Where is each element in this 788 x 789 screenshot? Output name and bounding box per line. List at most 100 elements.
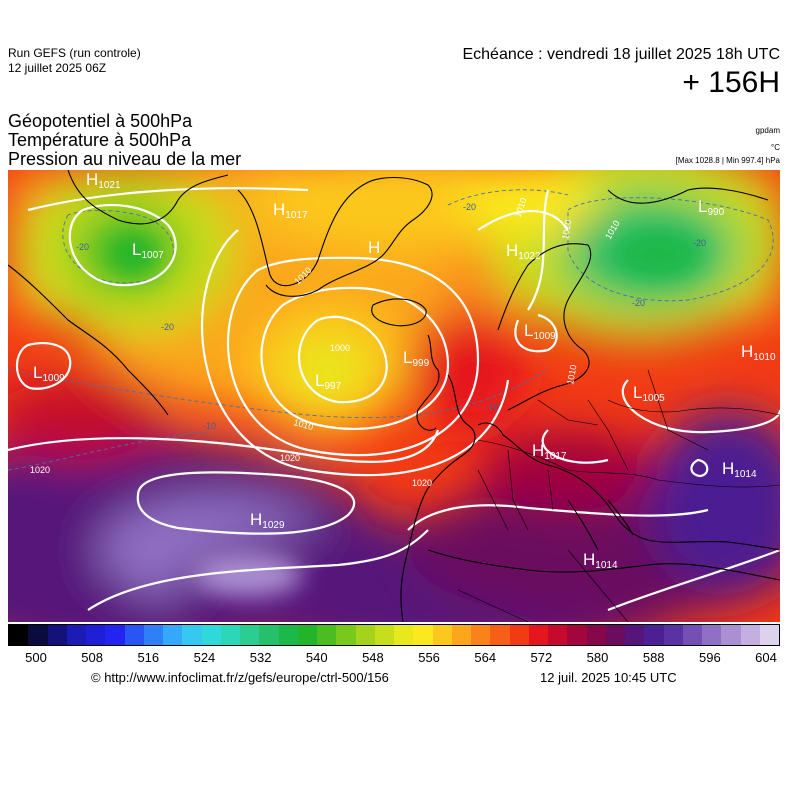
colour-scale-tick-label: 580 xyxy=(586,650,609,665)
colour-scale-tick-label: 540 xyxy=(305,650,328,665)
country-borders xyxy=(457,369,780,622)
pressure-centers: H1021 L1007 H1017 H H1022 L990 L1009 L99… xyxy=(33,170,776,571)
lead-time: + 156H xyxy=(682,66,780,99)
colour-swatch xyxy=(317,625,337,645)
isobar-label: 1000 xyxy=(330,343,350,353)
unit-temperature: °C xyxy=(771,143,780,152)
weather-map: 1000 1010 1010 1020 1020 1020 1010 1010 … xyxy=(8,170,780,622)
pressure-center-high: H1017 xyxy=(273,200,308,221)
colour-swatch xyxy=(394,625,414,645)
isotherm-label: -20 xyxy=(693,238,706,248)
colour-swatch xyxy=(220,625,240,645)
colour-scale-bar xyxy=(8,624,780,646)
colour-swatch xyxy=(528,625,548,645)
field-title-geopotential: Géopotentiel à 500hPa xyxy=(8,111,193,131)
colour-swatch xyxy=(471,625,491,645)
forecast-valid-time: Echéance : vendredi 18 juillet 2025 18h … xyxy=(462,46,780,63)
colour-swatch xyxy=(644,625,664,645)
colour-scale-tick-label: 604 xyxy=(755,650,777,665)
colour-swatch xyxy=(86,625,106,645)
colour-swatch xyxy=(490,625,510,645)
colour-scale-tick-label: 564 xyxy=(474,650,497,665)
colour-scale-tick-label: 548 xyxy=(362,650,384,665)
colour-swatch xyxy=(105,625,125,645)
pressure-center-high: H1014 xyxy=(583,550,618,571)
colour-swatch xyxy=(374,625,394,645)
pressure-center-high: H1022 xyxy=(506,241,541,262)
geopotential-colour-field xyxy=(8,170,780,622)
pressure-center-high: H1029 xyxy=(250,510,285,531)
generation-time: 12 juil. 2025 10:45 UTC xyxy=(540,670,677,685)
pressure-center-low: L1009 xyxy=(524,321,556,342)
pressure-center-low: L997 xyxy=(315,371,342,392)
colour-swatch xyxy=(9,625,29,645)
run-date: 12 juillet 2025 06Z xyxy=(8,61,107,75)
colour-scale-tick-label: 516 xyxy=(137,650,160,665)
pressure-center-high: H1010 xyxy=(741,342,776,363)
isotherm-label: -20 xyxy=(632,298,645,308)
colour-swatch xyxy=(740,625,760,645)
colour-swatch xyxy=(509,625,529,645)
colour-swatch xyxy=(336,625,356,645)
coastlines xyxy=(8,170,780,622)
isobar-lines xyxy=(8,187,780,612)
isobar-label: 1020 xyxy=(412,478,432,488)
pressure-center-low: L999 xyxy=(403,348,430,369)
isotherm-label: -20 xyxy=(76,242,89,252)
colour-swatch xyxy=(182,625,202,645)
colour-swatch xyxy=(28,625,48,645)
isotherm-label: -10 xyxy=(203,421,216,431)
colour-scale-tick-label: 556 xyxy=(418,650,440,665)
colour-swatch xyxy=(47,625,67,645)
unit-mslp: [Max 1028.8 | Min 997.4] hPa xyxy=(675,156,780,165)
pressure-center-high: H1014 xyxy=(722,459,757,480)
colour-swatch xyxy=(663,625,683,645)
isotherm-label: -10 xyxy=(486,402,499,412)
pressure-center-low: L1005 xyxy=(633,383,665,404)
colour-swatch xyxy=(143,625,163,645)
run-label: Run GEFS (run controle) xyxy=(8,46,141,60)
colour-scale-tick-label: 572 xyxy=(530,650,553,665)
isobar-label: 1010 xyxy=(565,364,578,385)
colour-swatch xyxy=(413,625,433,645)
isobar-label: 1020 xyxy=(30,465,50,475)
isotherm-label: -20 xyxy=(463,202,476,212)
colour-swatch xyxy=(451,625,471,645)
isotherm-label: -20 xyxy=(161,322,174,332)
isotherm-value-labels: -20 -20 -20 -20 -10 -10 -20 xyxy=(76,202,706,431)
pressure-center-high: H xyxy=(368,238,380,257)
colour-swatch xyxy=(682,625,702,645)
field-title-temperature: Température à 500hPa xyxy=(8,130,192,150)
colour-swatch xyxy=(297,625,317,645)
colour-swatch xyxy=(278,625,298,645)
colour-scale-tick-label: 532 xyxy=(249,650,272,665)
colour-swatch xyxy=(240,625,260,645)
colour-swatch xyxy=(702,625,722,645)
colour-swatch xyxy=(66,625,86,645)
colour-scale-ticks: 500 508 516 524 532 540 548 556 564 572 580 588 596 6… xyxy=(8,650,780,666)
pressure-center-high: H1021 xyxy=(86,170,121,191)
colour-swatch xyxy=(548,625,568,645)
field-title-mslp: Pression au niveau de la mer xyxy=(8,149,242,169)
pressure-center-low: L990 xyxy=(698,197,725,218)
colour-swatch xyxy=(201,625,221,645)
colour-swatch xyxy=(586,625,606,645)
colour-scale-tick-label: 500 xyxy=(25,650,47,665)
colour-swatch xyxy=(432,625,452,645)
colour-swatch xyxy=(759,625,779,645)
isobar-label: 1020 xyxy=(280,453,300,463)
colour-scale-tick-label: 588 xyxy=(642,650,665,665)
colour-swatch xyxy=(259,625,279,645)
colour-scale-tick-label: 508 xyxy=(81,650,103,665)
pressure-center-low: L1007 xyxy=(132,240,164,261)
source-url: © http://www.infoclimat.fr/z/gefs/europe… xyxy=(91,670,389,685)
pressure-center-high: H1017 xyxy=(532,441,567,462)
colour-swatch xyxy=(124,625,144,645)
isobar-label: 1010 xyxy=(560,219,573,240)
colour-swatch xyxy=(605,625,625,645)
colour-scale-tick-label: 524 xyxy=(193,650,216,665)
pressure-center-low: L1009 xyxy=(33,363,65,384)
colour-swatch xyxy=(721,625,741,645)
colour-swatch xyxy=(625,625,645,645)
colour-swatch xyxy=(163,625,183,645)
